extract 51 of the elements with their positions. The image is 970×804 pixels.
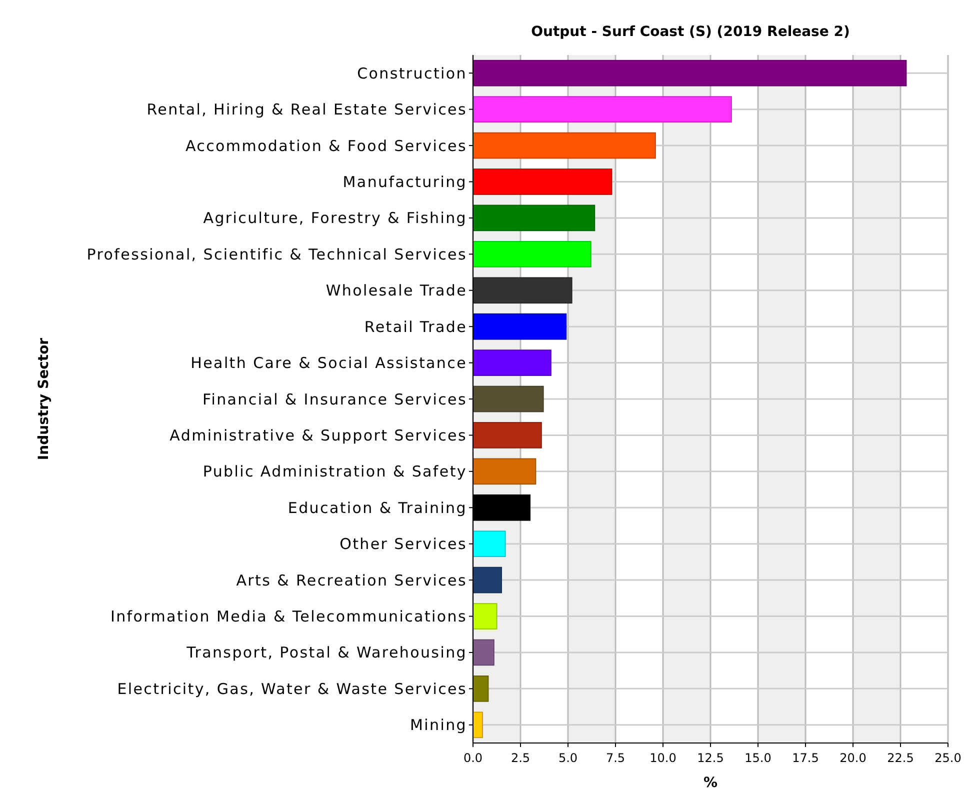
y-tick-label: Mining xyxy=(410,716,467,734)
x-axis-title: % xyxy=(703,775,718,791)
x-tick-label: 0.0 xyxy=(463,751,483,765)
x-tick-label: 15.0 xyxy=(744,751,772,765)
y-tick-label: Retail Trade xyxy=(364,318,467,336)
bar xyxy=(472,204,596,232)
bar xyxy=(472,712,483,738)
bar xyxy=(472,603,498,630)
y-tick-label: Other Services xyxy=(340,535,467,554)
y-tick-label: Wholesale Trade xyxy=(326,282,467,300)
x-tick-label: 20.0 xyxy=(840,751,866,765)
x-tick-label: 12.5 xyxy=(697,751,724,765)
bar xyxy=(472,240,592,268)
y-tick-label: Administrative & Support Services xyxy=(170,426,467,444)
chart-title: Output - Surf Coast (S) (2019 Release 2) xyxy=(531,24,850,40)
bar xyxy=(472,422,542,448)
bar xyxy=(472,386,544,412)
bar xyxy=(472,458,536,485)
x-tick-label: 2.5 xyxy=(510,751,530,765)
y-tick-label: Agriculture, Forestry & Fishing xyxy=(203,209,467,228)
bar xyxy=(472,96,732,122)
y-tick-label: Health Care & Social Assistance xyxy=(190,354,467,372)
bar xyxy=(472,676,489,702)
y-tick-label: Information Media & Telecommunications xyxy=(110,608,467,626)
bar xyxy=(472,566,502,594)
y-tick-label: Professional, Scientific & Technical Services xyxy=(86,245,467,264)
y-tick-label: Financial & Insurance Services xyxy=(202,390,467,408)
x-tick-label: 5.0 xyxy=(558,751,578,765)
y-tick-label: Education & Training xyxy=(288,498,467,517)
x-tick-label: 22.5 xyxy=(887,751,914,765)
bar xyxy=(472,168,612,195)
x-tick-label: 7.5 xyxy=(606,751,626,765)
x-tick-label: 25.0 xyxy=(934,751,962,765)
bar xyxy=(472,277,572,304)
bar xyxy=(472,132,656,159)
y-tick-label: Rental, Hiring & Real Estate Services xyxy=(146,100,467,119)
x-tick-label: 10.0 xyxy=(650,751,676,765)
bar xyxy=(472,639,494,666)
y-tick-label: Construction xyxy=(357,64,467,82)
y-tick-label: Transport, Postal & Warehousing xyxy=(186,644,467,662)
y-tick-label: Manufacturing xyxy=(342,172,467,191)
y-tick-label: Arts & Recreation Services xyxy=(236,571,467,590)
bar xyxy=(472,530,506,558)
y-tick-label: Public Administration & Safety xyxy=(202,462,467,481)
y-tick-label: Accommodation & Food Services xyxy=(185,136,467,155)
bar xyxy=(472,350,552,376)
y-axis-title: Industry Sector xyxy=(36,338,52,460)
y-tick-label: Electricity, Gas, Water & Waste Services xyxy=(117,680,467,698)
bar xyxy=(472,60,907,86)
bar xyxy=(472,313,567,340)
x-tick-label: 17.5 xyxy=(792,751,819,765)
